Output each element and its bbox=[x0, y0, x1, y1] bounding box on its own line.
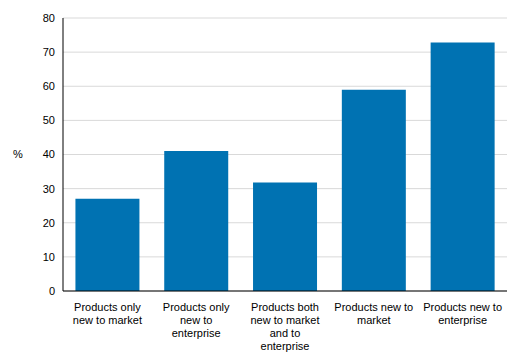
svg-text:50: 50 bbox=[43, 114, 55, 126]
svg-text:Products onlynew to market: Products onlynew to market bbox=[73, 301, 142, 326]
svg-text:20: 20 bbox=[43, 217, 55, 229]
svg-text:60: 60 bbox=[43, 80, 55, 92]
svg-text:Products new tomarket: Products new tomarket bbox=[334, 301, 413, 326]
svg-text:Products onlynew toenterprise: Products onlynew toenterprise bbox=[163, 301, 230, 339]
svg-text:0: 0 bbox=[49, 285, 55, 297]
svg-text:30: 30 bbox=[43, 183, 55, 195]
svg-text:10: 10 bbox=[43, 251, 55, 263]
svg-text:70: 70 bbox=[43, 46, 55, 58]
svg-text:Products bothnew to marketand: Products bothnew to marketand toenterpri… bbox=[250, 301, 319, 352]
svg-text:80: 80 bbox=[43, 12, 55, 24]
svg-text:40: 40 bbox=[43, 148, 55, 160]
svg-text:%: % bbox=[13, 148, 23, 160]
svg-text:Products new toenterprise: Products new toenterprise bbox=[423, 301, 502, 326]
